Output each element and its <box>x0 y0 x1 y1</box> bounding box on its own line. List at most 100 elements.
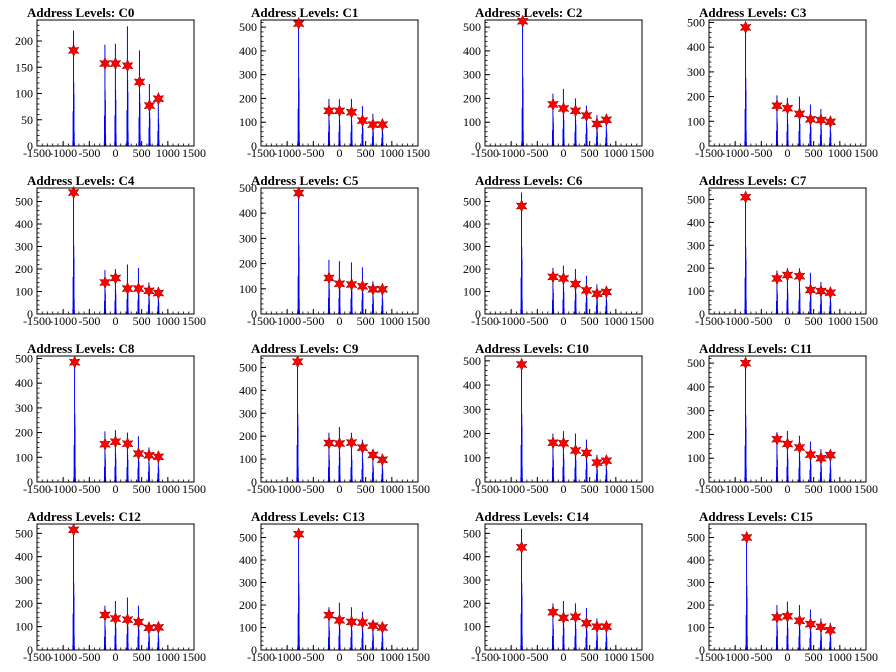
x-tick-label: -500 <box>302 314 324 328</box>
peak-marker-6 <box>376 117 389 132</box>
x-tick-label: -500 <box>526 482 548 496</box>
x-tick-label: -1500 <box>23 650 51 664</box>
x-tick-label: 500 <box>805 146 823 160</box>
peak-marker-3 <box>569 103 582 118</box>
peak-marker-3 <box>121 436 134 451</box>
peak-marker-5 <box>143 283 155 298</box>
peak-marker-3 <box>121 612 134 627</box>
peak-marker-2 <box>557 271 570 286</box>
x-tick-label: -1500 <box>471 314 499 328</box>
chart-panel-c0: 0 50 100 150 200 -1500 -1000 -500 0 500 1000 1500 Ad… <box>0 0 224 168</box>
chart-svg: 0 100 200 300 400 500 -1500-1000 -500 0 500 1000 15… <box>463 14 654 160</box>
peak-marker-5 <box>591 286 603 301</box>
y-tick-label: 300 <box>239 576 257 590</box>
y-tick-label: 100 <box>239 282 257 296</box>
x-tick-label: -1000 <box>497 146 525 160</box>
peak-marker-3 <box>569 610 582 624</box>
x-tick-label: -1000 <box>273 314 301 328</box>
y-tick-label: 200 <box>239 91 257 105</box>
y-tick-label: 200 <box>463 91 481 105</box>
x-tick-label: -500 <box>526 146 548 160</box>
x-tick-label: 1500 <box>406 314 430 328</box>
x-tick-label: 1000 <box>604 482 628 496</box>
peak-marker-0 <box>515 357 528 372</box>
peak-marker-1 <box>771 610 783 625</box>
peak-marker-2 <box>557 610 570 625</box>
x-tick-label: 500 <box>357 314 375 328</box>
peak-marker-0 <box>740 530 753 545</box>
x-tick-label: -1500 <box>247 314 275 328</box>
chart-panel-c15: 0 100 200 300 400 500 -1500 -1000 -500 0 500 1000 15… <box>672 504 896 672</box>
y-tick-label: 300 <box>463 240 481 254</box>
x-tick-label: 500 <box>133 314 151 328</box>
histogram-bars <box>67 190 161 314</box>
y-tick-label: 500 <box>15 351 33 365</box>
y-tick-label: 0 <box>699 139 705 153</box>
y-tick-label: 400 <box>239 383 257 397</box>
x-tick-label: 0 <box>785 650 791 664</box>
y-tick-label: 0 <box>475 475 481 489</box>
y-tick-label: 500 <box>463 526 481 540</box>
chart-panel-c13: 0 100 200 300 400 500 -1500 -1000 -500 0 500 1000 15… <box>224 504 448 672</box>
peak-marker-4 <box>356 615 369 630</box>
chart-svg: 0 100 200 300 400 500 -1500-1000 -500 0 500 1000 15… <box>463 523 654 664</box>
x-tick-label: 500 <box>357 650 375 664</box>
peak-marker-0 <box>292 16 305 31</box>
x-tick-label: 1000 <box>828 146 852 160</box>
x-tick-label: -500 <box>526 314 548 328</box>
peak-marker-0 <box>739 20 752 35</box>
peak-marker-6 <box>824 285 837 300</box>
y-tick-label: 0 <box>699 475 705 489</box>
chart-title: Address Levels: C3 <box>699 5 807 20</box>
peak-marker-0 <box>515 540 528 555</box>
peak-marker-4 <box>580 616 593 631</box>
peak-marker-0 <box>67 43 80 58</box>
x-tick-label: 1500 <box>182 482 206 496</box>
y-tick-label: 500 <box>15 195 33 209</box>
chart-panel-c7: 0 100 200 300 400 500 -1500 -1000 -500 0 500 1000 15… <box>672 168 896 336</box>
y-tick-label: 500 <box>463 354 481 368</box>
y-tick-label: 500 <box>463 20 481 34</box>
peak-marker-4 <box>804 283 817 297</box>
peak-marker-5 <box>591 455 603 470</box>
y-tick-label: 0 <box>27 643 33 657</box>
x-tick-label: 1000 <box>604 650 628 664</box>
y-tick-label: 200 <box>463 262 481 276</box>
chart-panel-c4: 0 100 200 300 400 500 -1500 -1000 -500 0 500 1000 15… <box>0 168 224 336</box>
peak-marker-1 <box>323 271 335 285</box>
x-tick-label: -1000 <box>497 314 525 328</box>
y-tick-label: 100 <box>15 87 33 101</box>
x-tick-label: 1000 <box>156 314 180 328</box>
chart-title: Address Levels: C6 <box>475 173 583 188</box>
x-tick-label: 500 <box>133 482 151 496</box>
y-tick-label: 0 <box>699 307 705 321</box>
chart-svg: 0 100 200 300 400 500 -1500-1000 -500 0 500 1000 15… <box>15 522 206 664</box>
peak-marker-5 <box>143 620 155 635</box>
y-tick-label: 200 <box>463 427 481 441</box>
peak-marker-6 <box>600 285 613 299</box>
y-tick-label: 500 <box>15 526 33 540</box>
peak-marker-5 <box>815 113 827 127</box>
x-tick-label: -1000 <box>49 146 77 160</box>
peak-marker-2 <box>557 436 570 451</box>
y-tick-label: 500 <box>687 531 705 545</box>
x-tick-label: 1500 <box>630 482 654 496</box>
x-tick-label: -500 <box>78 650 100 664</box>
peak-marker-2 <box>781 609 794 624</box>
x-tick-label: 1000 <box>380 482 404 496</box>
y-tick-label: 200 <box>239 257 257 271</box>
peak-marker-2 <box>333 103 346 118</box>
x-tick-label: 0 <box>337 650 343 664</box>
x-tick-label: 0 <box>561 650 567 664</box>
x-tick-label: -1000 <box>273 650 301 664</box>
y-tick-label: 300 <box>687 238 705 252</box>
peak-marker-1 <box>771 432 783 447</box>
chart-panel-c12: 0 100 200 300 400 500 -1500 -1000 -500 0 500 1000 15… <box>0 504 224 672</box>
chart-title: Address Levels: C1 <box>251 5 359 20</box>
chart-title: Address Levels: C7 <box>699 173 807 188</box>
x-tick-label: 0 <box>561 314 567 328</box>
y-tick-label: 300 <box>239 231 257 245</box>
y-tick-label: 100 <box>687 621 705 635</box>
y-tick-label: 400 <box>15 376 33 390</box>
chart-panel-c10: 0 100 200 300 400 500 -1500 -1000 -500 0 500 1000 15… <box>448 336 672 504</box>
